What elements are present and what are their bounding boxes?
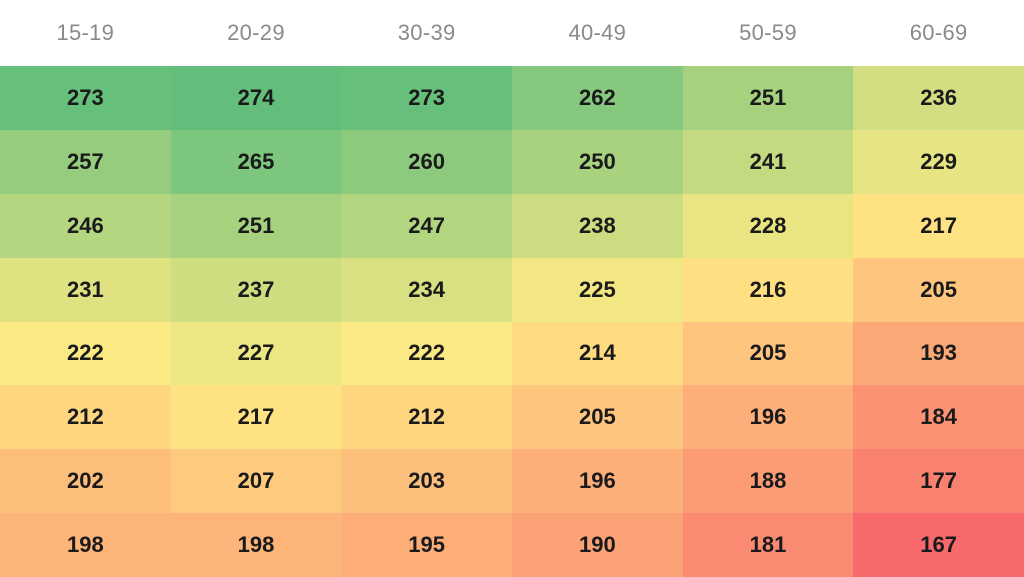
heatmap-cell: 229 (853, 129, 1024, 194)
heatmap-cell: 214 (512, 321, 683, 386)
heatmap-cell: 247 (341, 193, 512, 258)
heatmap-cell: 212 (0, 385, 171, 450)
column-header-20-29: 20-29 (227, 20, 285, 45)
column-header-40-49: 40-49 (568, 20, 627, 45)
heatmap-cell: 190 (512, 513, 683, 577)
heatmap-cell: 237 (170, 257, 342, 322)
heatmap-cell: 222 (0, 321, 171, 386)
heatmap-cell: 167 (853, 513, 1024, 577)
heatmap-cell: 195 (341, 513, 512, 577)
heatmap-cell: 181 (682, 513, 854, 577)
heatmap-cell: 217 (853, 193, 1024, 258)
heatmap-cell: 260 (341, 129, 512, 194)
heatmap-cell: 238 (512, 193, 683, 258)
heatmap-cell: 262 (512, 66, 683, 130)
column-header-15-19: 15-19 (56, 20, 115, 45)
heatmap-cell: 196 (682, 385, 854, 450)
heatmap-cell: 212 (341, 385, 512, 450)
heatmap-cell: 234 (341, 257, 512, 322)
heatmap-cell: 198 (170, 513, 342, 577)
heatmap-cell: 203 (341, 449, 512, 514)
heatmap-cell: 246 (0, 193, 171, 258)
heatmap-cell: 177 (853, 449, 1024, 514)
heatmap-cell: 202 (0, 449, 171, 514)
heatmap-cell: 228 (682, 193, 854, 258)
heatmap-cell: 231 (0, 257, 171, 322)
heatmap-cell: 198 (0, 513, 171, 577)
heatmap-cell: 184 (853, 385, 1024, 450)
heatmap-cell: 216 (682, 257, 854, 322)
heatmap-cell: 205 (512, 385, 683, 450)
heatmap-cell: 274 (170, 66, 342, 130)
heatmap-cell: 205 (682, 321, 854, 386)
column-header-30-39: 30-39 (397, 20, 456, 45)
heatmap-cell: 196 (512, 449, 683, 514)
heatmap-cell: 251 (682, 66, 854, 130)
heatmap-cell: 251 (170, 193, 342, 258)
heatmap-cell: 217 (170, 385, 342, 450)
heatmap-cell: 250 (512, 129, 683, 194)
heatmap-cell: 222 (341, 321, 512, 386)
heatmap-cell: 193 (853, 321, 1024, 386)
column-header-60-69: 60-69 (909, 20, 968, 45)
heatmap-cell: 273 (341, 66, 512, 130)
heatmap-cell: 241 (682, 129, 854, 194)
heatmap-cell: 227 (170, 321, 342, 386)
heatmap-cell: 205 (853, 257, 1024, 322)
heatmap-cell: 188 (682, 449, 854, 514)
heatmap-cell: 273 (0, 66, 171, 130)
column-header-50-59: 50-59 (739, 20, 797, 45)
heatmap-cell: 257 (0, 129, 171, 194)
heatmap-cell: 225 (512, 257, 683, 322)
heatmap-cell: 265 (170, 129, 342, 194)
heatmap-cell: 236 (853, 66, 1024, 130)
heatmap-cell: 207 (170, 449, 342, 514)
